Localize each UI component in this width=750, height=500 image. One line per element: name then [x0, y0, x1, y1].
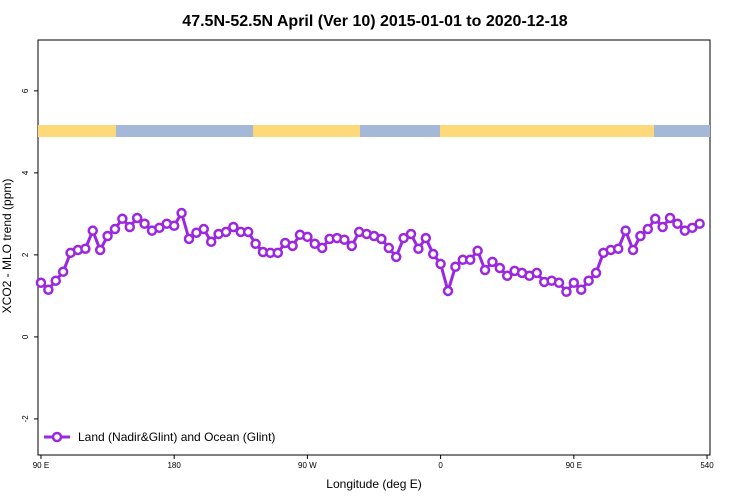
- data-point: [346, 240, 358, 252]
- x-tick-label: 90 E: [566, 461, 582, 470]
- data-point: [87, 225, 99, 236]
- data-point: [35, 277, 47, 289]
- y-tick-label: 4: [21, 170, 30, 175]
- data-point: [398, 232, 409, 244]
- data-point: [302, 231, 313, 243]
- data-point: [620, 225, 631, 236]
- y-tick-label: 2: [21, 252, 30, 257]
- data-point: [531, 267, 543, 279]
- data-point: [427, 248, 439, 260]
- data-point: [383, 242, 395, 254]
- data-point: [43, 284, 54, 295]
- data-point: [553, 277, 565, 289]
- data-point: [686, 222, 698, 234]
- data-point: [575, 284, 587, 295]
- data-point: [657, 221, 668, 233]
- data-point: [376, 233, 387, 245]
- data-point: [250, 238, 261, 250]
- data-point: [612, 243, 624, 254]
- data-point: [635, 230, 646, 242]
- data-point: [672, 218, 683, 229]
- data-point: [627, 244, 639, 256]
- data-point: [287, 240, 298, 252]
- data-point: [228, 221, 239, 233]
- data-point: [50, 275, 62, 286]
- data-point: [479, 264, 491, 276]
- data-point: [154, 222, 165, 234]
- data-point: [198, 223, 210, 235]
- data-point: [568, 277, 580, 289]
- data-point: [420, 232, 432, 244]
- data-point: [413, 243, 424, 254]
- chart-title: 47.5N-52.5N April (Ver 10) 2015-01-01 to…: [182, 13, 568, 30]
- data-point: [117, 213, 128, 225]
- y-tick-label: 6: [21, 88, 30, 93]
- data-point: [176, 207, 187, 219]
- data-point: [494, 262, 506, 274]
- data-point: [94, 244, 106, 256]
- data-point: [487, 256, 498, 268]
- y-tick-label: -2: [21, 415, 30, 423]
- y-axis-label: XCO2 - MLO trend (ppm): [0, 179, 14, 314]
- x-tick-label: 180: [167, 461, 181, 470]
- data-point: [442, 285, 454, 297]
- data-point: [124, 221, 136, 233]
- data-point: [272, 247, 284, 259]
- data-point: [642, 223, 654, 235]
- data-point: [561, 286, 572, 298]
- y-tick-label: 0: [21, 334, 30, 339]
- data-point: [501, 270, 513, 282]
- data-point: [664, 212, 676, 224]
- x-tick-label: 540: [700, 461, 714, 470]
- data-point: [694, 218, 705, 229]
- x-tick-label: 0: [438, 461, 443, 470]
- data-point: [649, 213, 661, 225]
- legend-label: Land (Nadir&Glint) and Ocean (Glint): [78, 430, 275, 444]
- data-point: [80, 243, 91, 254]
- data-point: [339, 234, 350, 245]
- data-point: [57, 266, 69, 277]
- data-point: [183, 233, 195, 245]
- data-point: [168, 220, 180, 232]
- data-point: [131, 212, 143, 224]
- data-point: [435, 258, 446, 270]
- data-point: [390, 251, 402, 263]
- data-point: [102, 230, 113, 242]
- data-point: [205, 236, 217, 248]
- x-axis-label: Longitude (deg E): [326, 477, 421, 491]
- x-tick-label: 90 W: [298, 461, 317, 470]
- data-point: [139, 218, 150, 229]
- data-point: [109, 223, 121, 235]
- land-ocean-strip: [38, 125, 710, 137]
- data-point: [309, 238, 321, 250]
- data-point: [590, 267, 602, 279]
- data-point: [464, 254, 476, 266]
- data-point: [316, 242, 328, 254]
- data-point: [405, 228, 417, 240]
- data-point: [583, 275, 594, 286]
- data-point: [472, 245, 483, 257]
- legend-marker: [51, 431, 63, 443]
- data-point: [220, 226, 232, 238]
- x-tick-label: 90 E: [33, 461, 49, 470]
- data-point: [242, 226, 254, 238]
- plot-frame: [37, 39, 711, 456]
- data-point: [450, 261, 461, 273]
